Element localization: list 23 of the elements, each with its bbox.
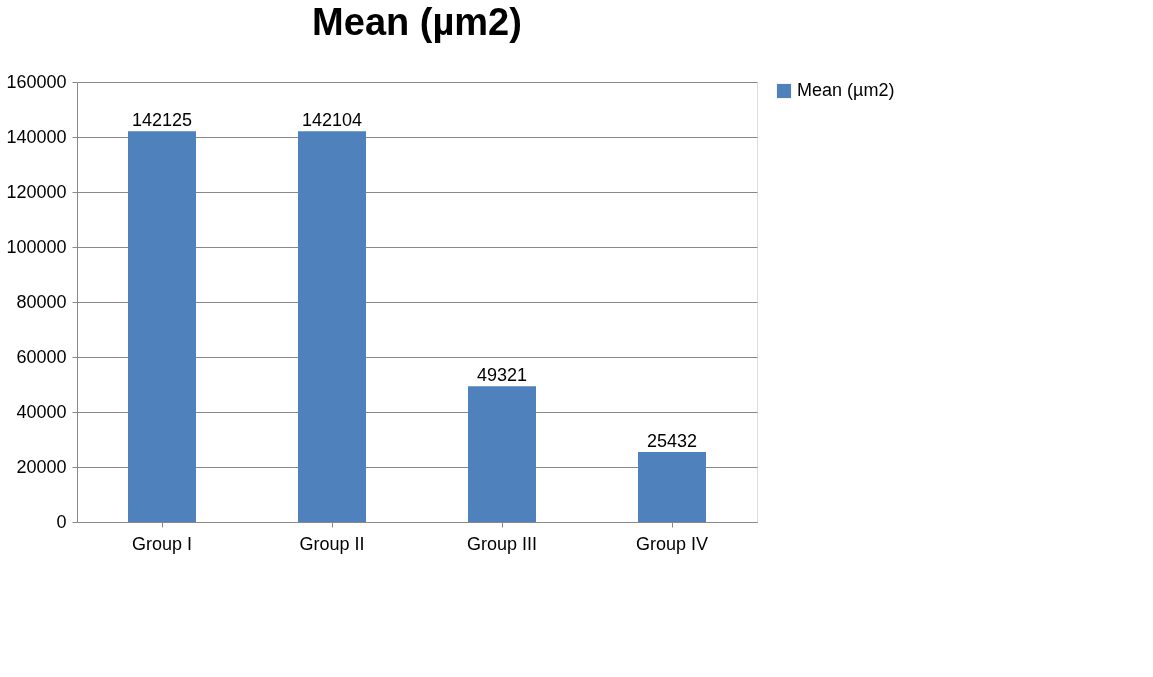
data-label: 142125 <box>131 110 193 131</box>
y-tick-label: 20000 <box>16 456 67 477</box>
data-label: 49321 <box>476 365 528 386</box>
x-tick-label: Group I <box>131 533 193 554</box>
data-label: 142104 <box>301 110 363 131</box>
legend-label: Mean (µm2) <box>797 80 895 100</box>
y-tick-label: 60000 <box>16 346 67 367</box>
x-tick-label: Group IV <box>635 533 709 554</box>
chart-title: Mean (µm2) <box>312 1 522 43</box>
y-tick-label: 140000 <box>6 126 67 147</box>
x-tick-label: Group III <box>466 533 538 554</box>
x-tick-label: Group II <box>299 533 365 554</box>
bar <box>298 131 366 522</box>
data-label: 25432 <box>646 431 698 452</box>
bar <box>468 386 536 522</box>
bar <box>638 452 706 522</box>
y-tick-label: 80000 <box>16 291 67 312</box>
y-tick-label: 160000 <box>6 71 67 92</box>
y-tick-label: 0 <box>56 511 67 532</box>
y-tick-label: 120000 <box>6 181 67 202</box>
y-tick-label: 100000 <box>6 236 67 257</box>
y-tick-label: 40000 <box>16 401 67 422</box>
bar <box>128 131 196 522</box>
